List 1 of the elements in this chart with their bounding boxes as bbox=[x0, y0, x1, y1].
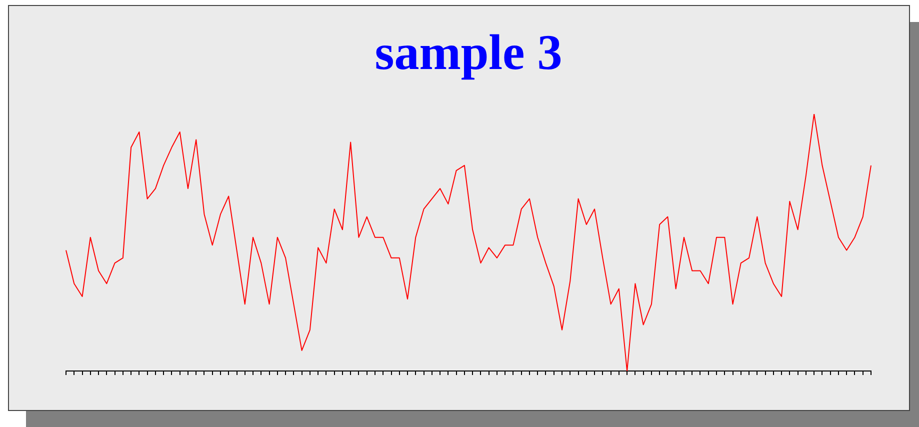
chart-title: sample 3 bbox=[374, 24, 562, 80]
